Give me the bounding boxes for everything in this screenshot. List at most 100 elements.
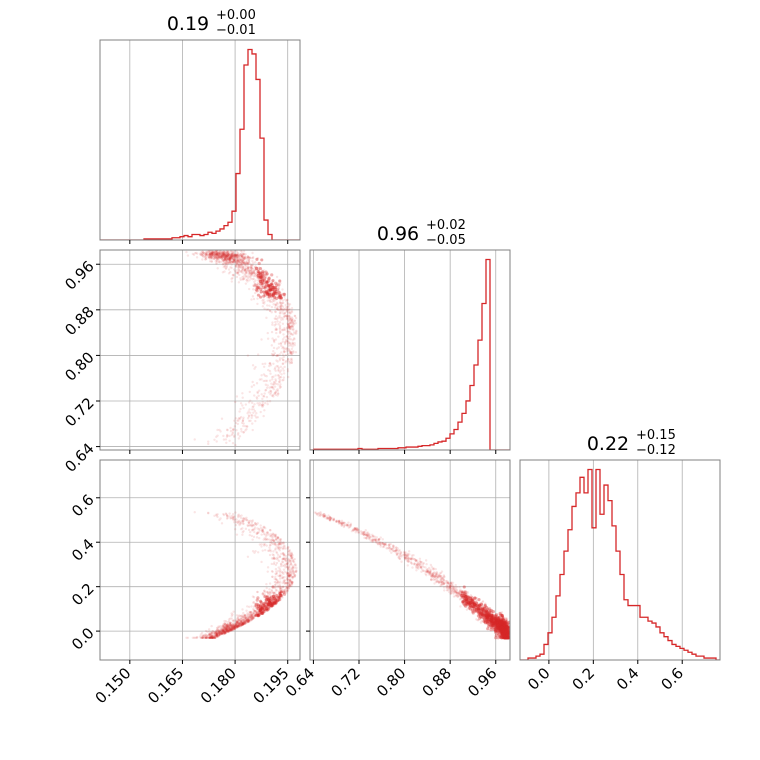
sample-point (228, 625, 232, 628)
sample-point (215, 250, 218, 254)
sample-point (490, 620, 494, 624)
sample-point (267, 308, 270, 311)
sample-point (208, 633, 211, 636)
sample-point (279, 304, 283, 307)
sample-point (231, 624, 235, 627)
sample-point (441, 577, 444, 580)
sample-point (227, 618, 231, 621)
sample-point (241, 623, 244, 627)
sample-point (366, 535, 369, 539)
sample-point (214, 636, 217, 639)
sample-point (225, 628, 228, 631)
sample-point (480, 603, 483, 607)
sample-point (230, 624, 233, 628)
sample-point (254, 613, 257, 617)
sample-point (272, 339, 276, 342)
sample-point (248, 390, 251, 394)
sample-point (208, 251, 212, 254)
sample-point (244, 618, 248, 621)
sample-point (250, 615, 253, 618)
sample-point (275, 318, 279, 321)
sample-point (210, 256, 213, 260)
sample-point (214, 251, 218, 254)
sample-point (268, 600, 271, 604)
sample-point (242, 619, 246, 622)
sample-point (278, 590, 281, 593)
sample-point (471, 602, 474, 605)
sample-point (230, 624, 233, 628)
sample-point (215, 513, 218, 516)
sample-point (214, 253, 217, 256)
sample-point (224, 631, 227, 634)
core-point (264, 289, 269, 294)
sample-point (429, 574, 433, 577)
sample-point (242, 406, 245, 410)
sample-point (496, 627, 500, 631)
sample-point (285, 308, 289, 311)
sample-point (226, 623, 230, 626)
sample-point (446, 581, 450, 584)
sample-point (461, 600, 464, 604)
sample-point (441, 578, 444, 582)
sample-point (317, 512, 320, 515)
sample-point (485, 615, 489, 618)
sample-point (219, 255, 223, 259)
sample-point (503, 632, 506, 636)
sample-point (260, 338, 263, 341)
sample-point (506, 636, 509, 639)
sample-point (504, 631, 508, 634)
sample-point (224, 628, 228, 631)
core-point (265, 292, 269, 296)
sample-point (496, 623, 499, 626)
sample-point (248, 269, 252, 273)
sample-point (503, 624, 506, 628)
sample-point (215, 634, 218, 637)
sample-point (368, 533, 371, 536)
sample-point (278, 305, 282, 308)
sample-point (223, 253, 227, 256)
sample-point (291, 352, 294, 355)
sample-point (231, 251, 234, 254)
sample-point (502, 633, 505, 637)
sample-point (289, 554, 293, 557)
sample-point (241, 267, 245, 270)
sample-point (251, 259, 254, 263)
sample-point (453, 588, 456, 591)
sample-point (255, 610, 258, 613)
sample-point (498, 627, 502, 631)
sample-point (475, 596, 478, 600)
sample-point (274, 535, 277, 539)
sample-point (234, 622, 238, 625)
sample-point (262, 544, 266, 547)
sample-point (268, 287, 272, 291)
sample-point (237, 265, 241, 269)
sample-point (507, 631, 510, 634)
sample-point (277, 566, 280, 569)
sample-point (400, 555, 403, 558)
sample-point (266, 531, 269, 535)
sample-point (262, 609, 265, 613)
sample-point (259, 612, 263, 615)
sample-point (501, 622, 505, 626)
sample-point (270, 394, 274, 398)
sample-point (347, 521, 350, 524)
sample-point (230, 629, 233, 632)
sample-point (502, 627, 506, 631)
sample-point (222, 262, 225, 266)
sample-point (254, 610, 257, 613)
sample-point (224, 626, 228, 630)
sample-point (266, 603, 270, 606)
sample-point (503, 623, 507, 626)
sample-point (273, 601, 276, 605)
sample-point (252, 601, 256, 604)
core-point (263, 594, 267, 598)
core-point (277, 283, 281, 287)
sample-point (276, 556, 279, 559)
sample-point (249, 617, 252, 620)
sample-point (221, 258, 225, 262)
sample-point (449, 585, 452, 588)
sample-point (286, 322, 289, 325)
sample-point (270, 385, 273, 389)
sample-point (241, 618, 245, 622)
sample-point (491, 622, 495, 626)
